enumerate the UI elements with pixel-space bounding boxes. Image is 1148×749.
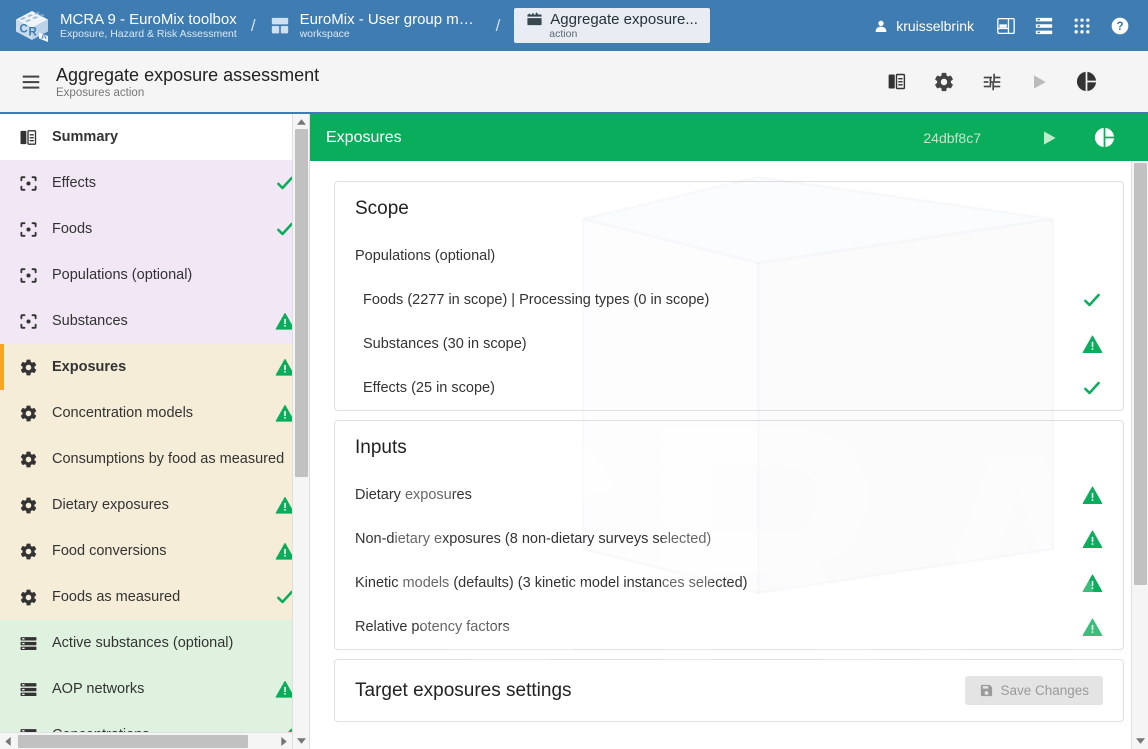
svg-text:?: ? [1116, 20, 1123, 33]
svg-text:C: C [20, 23, 28, 35]
svg-text:A: A [41, 32, 47, 41]
svg-text:R: R [29, 26, 38, 38]
